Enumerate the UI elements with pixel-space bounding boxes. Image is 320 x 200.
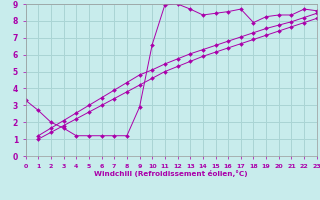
- X-axis label: Windchill (Refroidissement éolien,°C): Windchill (Refroidissement éolien,°C): [94, 170, 248, 177]
